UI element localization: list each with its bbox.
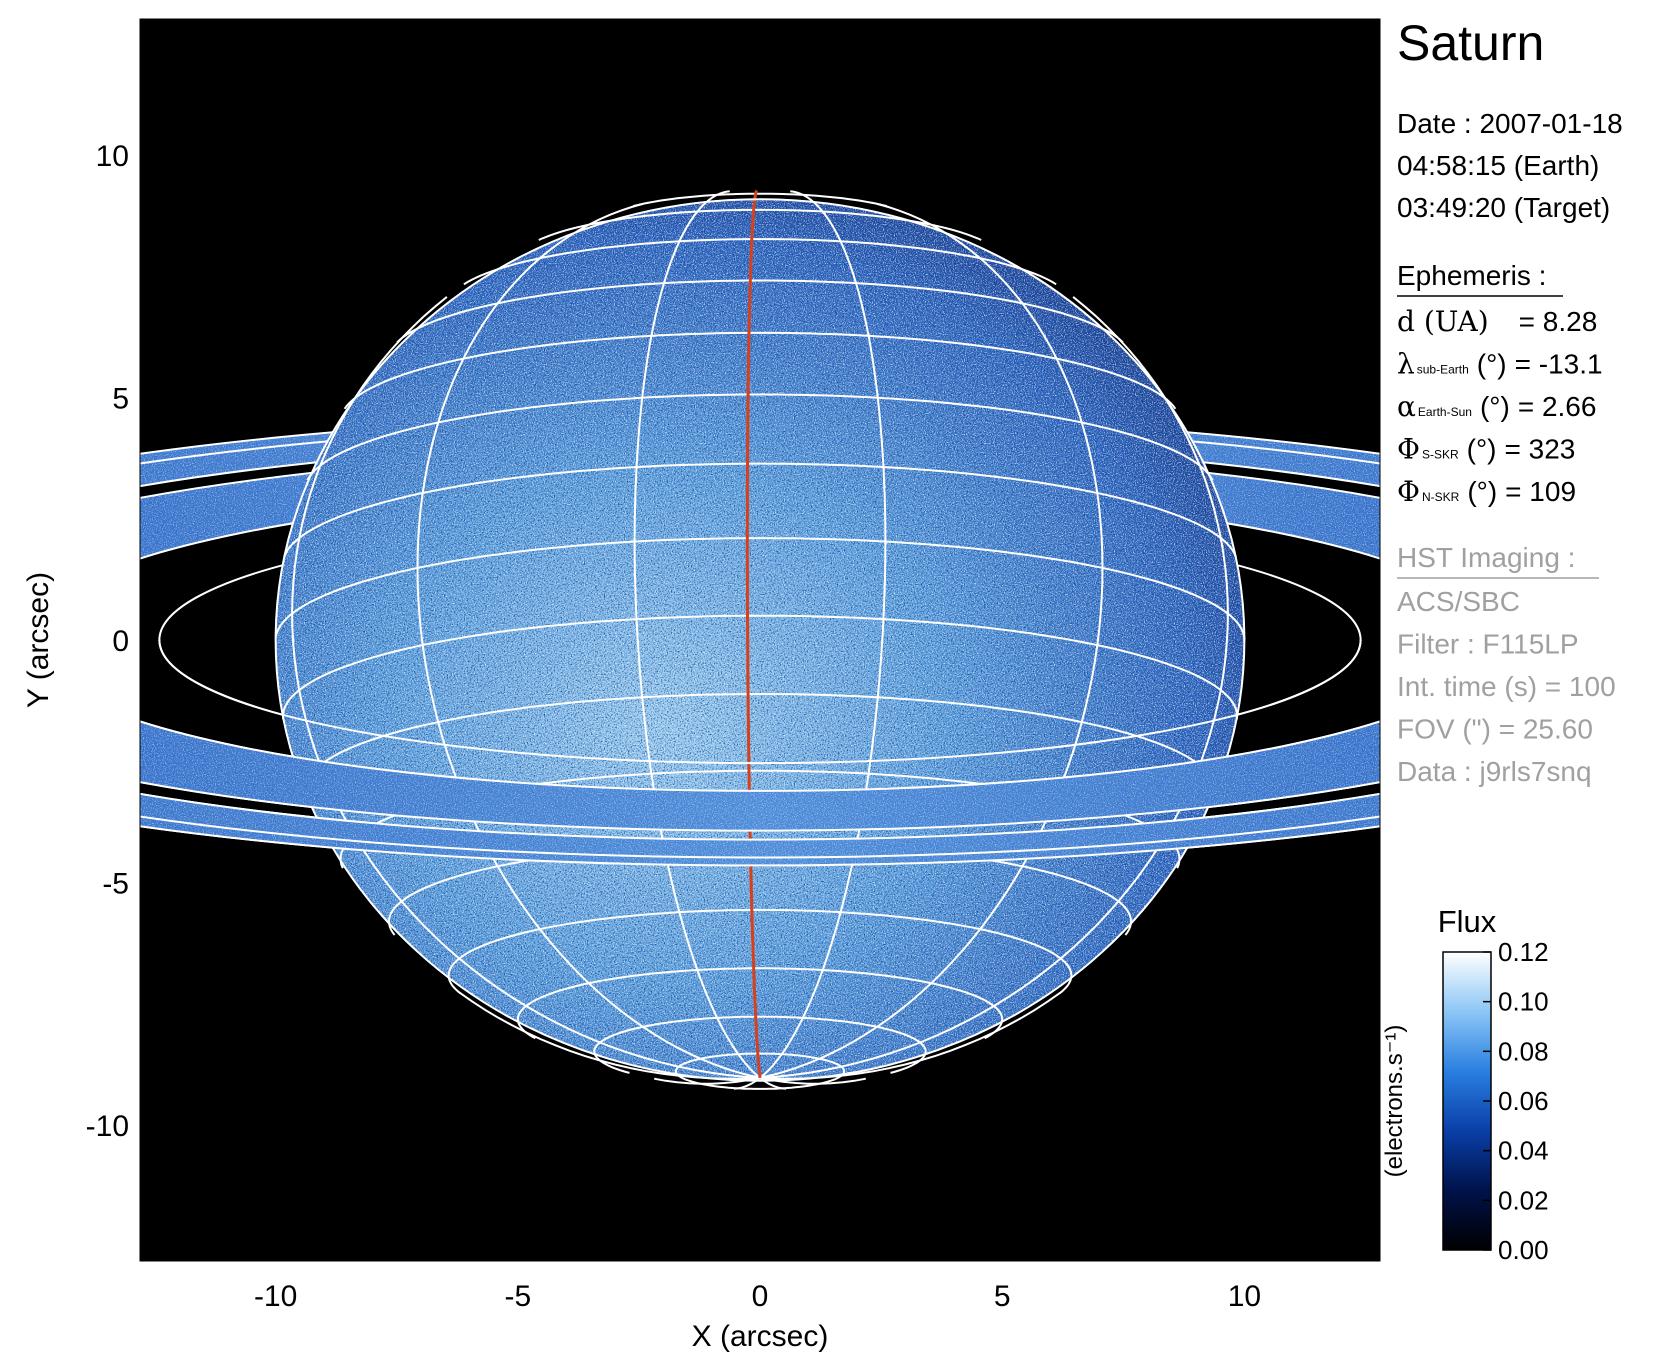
ephemeris-row: Φ S-SKR (°) = 323 — [1397, 433, 1575, 466]
imaging-line: FOV (") = 25.60 — [1397, 714, 1593, 745]
y-tick-label: -5 — [102, 868, 129, 901]
imaging-heading: HST Imaging : — [1397, 542, 1575, 573]
ephemeris-symbol: Φ — [1397, 475, 1420, 508]
ring-b-texture — [140, 640, 1380, 831]
ring-outline — [140, 825, 1380, 867]
ephemeris-subscript: S-SKR — [1422, 448, 1459, 462]
ephemeris-row: Φ N-SKR (°) = 109 — [1397, 475, 1576, 508]
info-panel: Date : 2007-01-18 04:58:15 (Earth) 03:49:2… — [1397, 108, 1623, 787]
ephemeris-row: λ sub-Earth (°) = -13.1 — [1397, 348, 1603, 381]
colorbar-label: (electrons.s⁻¹) — [1381, 1025, 1408, 1178]
ephemeris-subscript: sub-Earth — [1417, 363, 1469, 377]
latitude-line — [538, 208, 982, 241]
ring-outline — [140, 720, 1380, 792]
y-tick-label: -10 — [86, 1110, 129, 1143]
info-title: Saturn — [1397, 15, 1544, 71]
x-axis-label: X (arcsec) — [692, 1320, 829, 1353]
date-line: 03:49:20 (Target) — [1397, 192, 1610, 223]
x-tick-label: 10 — [1228, 1280, 1261, 1313]
latitude-line — [674, 1052, 846, 1090]
latitude-line — [306, 393, 1214, 481]
ring-outline — [140, 792, 1380, 841]
latitude-line — [463, 238, 1057, 286]
planet-limb — [274, 198, 1246, 1082]
x-tick-label: 0 — [752, 1280, 769, 1313]
rings-front — [140, 640, 1380, 867]
ring-outline — [158, 640, 1362, 765]
ephemeris-value: = 8.28 — [1519, 306, 1598, 337]
ephemeris-value: = 2.66 — [1518, 391, 1597, 422]
y-tick-label: 10 — [96, 140, 129, 173]
longitude-line — [759, 202, 1104, 1079]
planet-speckle — [275, 199, 1245, 1081]
ephemeris-heading: Ephemeris : — [1397, 260, 1546, 291]
ephemeris-subscript: N-SKR — [1422, 490, 1460, 504]
date-line: Date : 2007-01-18 — [1397, 108, 1623, 139]
latitude-line — [632, 192, 888, 208]
image-area — [140, 19, 1380, 1261]
ring-outline — [140, 815, 1380, 859]
colorbar-title: Flux — [1438, 904, 1497, 939]
colorbar-tick-label: 0.12 — [1498, 937, 1549, 967]
colorbar-tick-label: 0.10 — [1498, 987, 1549, 1017]
colorbar-tick-label: 0.08 — [1498, 1036, 1549, 1066]
central-meridian — [745, 189, 762, 1079]
x-tick-label: 5 — [994, 1280, 1011, 1313]
imaging-line: Int. time (s) = 100 — [1397, 671, 1616, 702]
imaging-line: Filter : F115LP — [1397, 629, 1579, 660]
latitude-line — [283, 462, 1237, 558]
x-tick-label: -10 — [254, 1280, 297, 1313]
y-tick-label: 5 — [112, 382, 129, 415]
ephemeris-subscript: Earth-Sun — [1418, 405, 1472, 419]
date-line: 04:58:15 (Earth) — [1397, 150, 1599, 181]
latitude-line — [343, 331, 1177, 410]
longitude-line — [633, 190, 761, 1079]
longitude-line — [416, 202, 761, 1079]
ephemeris-unit: (°) — [1467, 476, 1497, 507]
ephemeris-symbol: Φ — [1397, 433, 1420, 466]
ephemeris-value: = -13.1 — [1515, 349, 1603, 380]
latitude-line — [281, 614, 1239, 720]
ephemeris-unit: (°) — [1480, 391, 1510, 422]
x-tick-label: -5 — [504, 1280, 531, 1313]
colorbar-tick-label: 0.04 — [1498, 1136, 1549, 1166]
ephemeris-value: = 109 — [1505, 476, 1576, 507]
y-tick-label: 0 — [112, 625, 129, 658]
ephemeris-symbol: λ — [1397, 348, 1415, 381]
ring-outline — [140, 781, 1380, 832]
latitude-line — [447, 908, 1073, 995]
ephemeris-unit: (°) — [1477, 349, 1507, 380]
colorbar-tick-label: 0.02 — [1498, 1185, 1549, 1215]
longitude-line — [759, 190, 887, 1079]
ephemeris-symbol: d (UA) — [1397, 305, 1489, 338]
ephemeris-value: = 323 — [1505, 434, 1576, 465]
ephemeris-row: α Earth-Sun (°) = 2.66 — [1397, 390, 1596, 423]
colorbar-tick-label: 0.00 — [1498, 1235, 1549, 1265]
imaging-line: ACS/SBC — [1397, 586, 1520, 617]
y-axis-label: Y (arcsec) — [22, 572, 55, 708]
imaging-line: Data : j9rls7snq — [1397, 756, 1592, 787]
colorbar-tick-label: 0.06 — [1498, 1086, 1549, 1116]
ephemeris-unit: (°) — [1467, 434, 1497, 465]
latitude-line — [396, 279, 1124, 344]
ephemeris-row: d (UA) = 8.28 — [1397, 305, 1597, 338]
ephemeris-symbol: α — [1397, 390, 1416, 423]
